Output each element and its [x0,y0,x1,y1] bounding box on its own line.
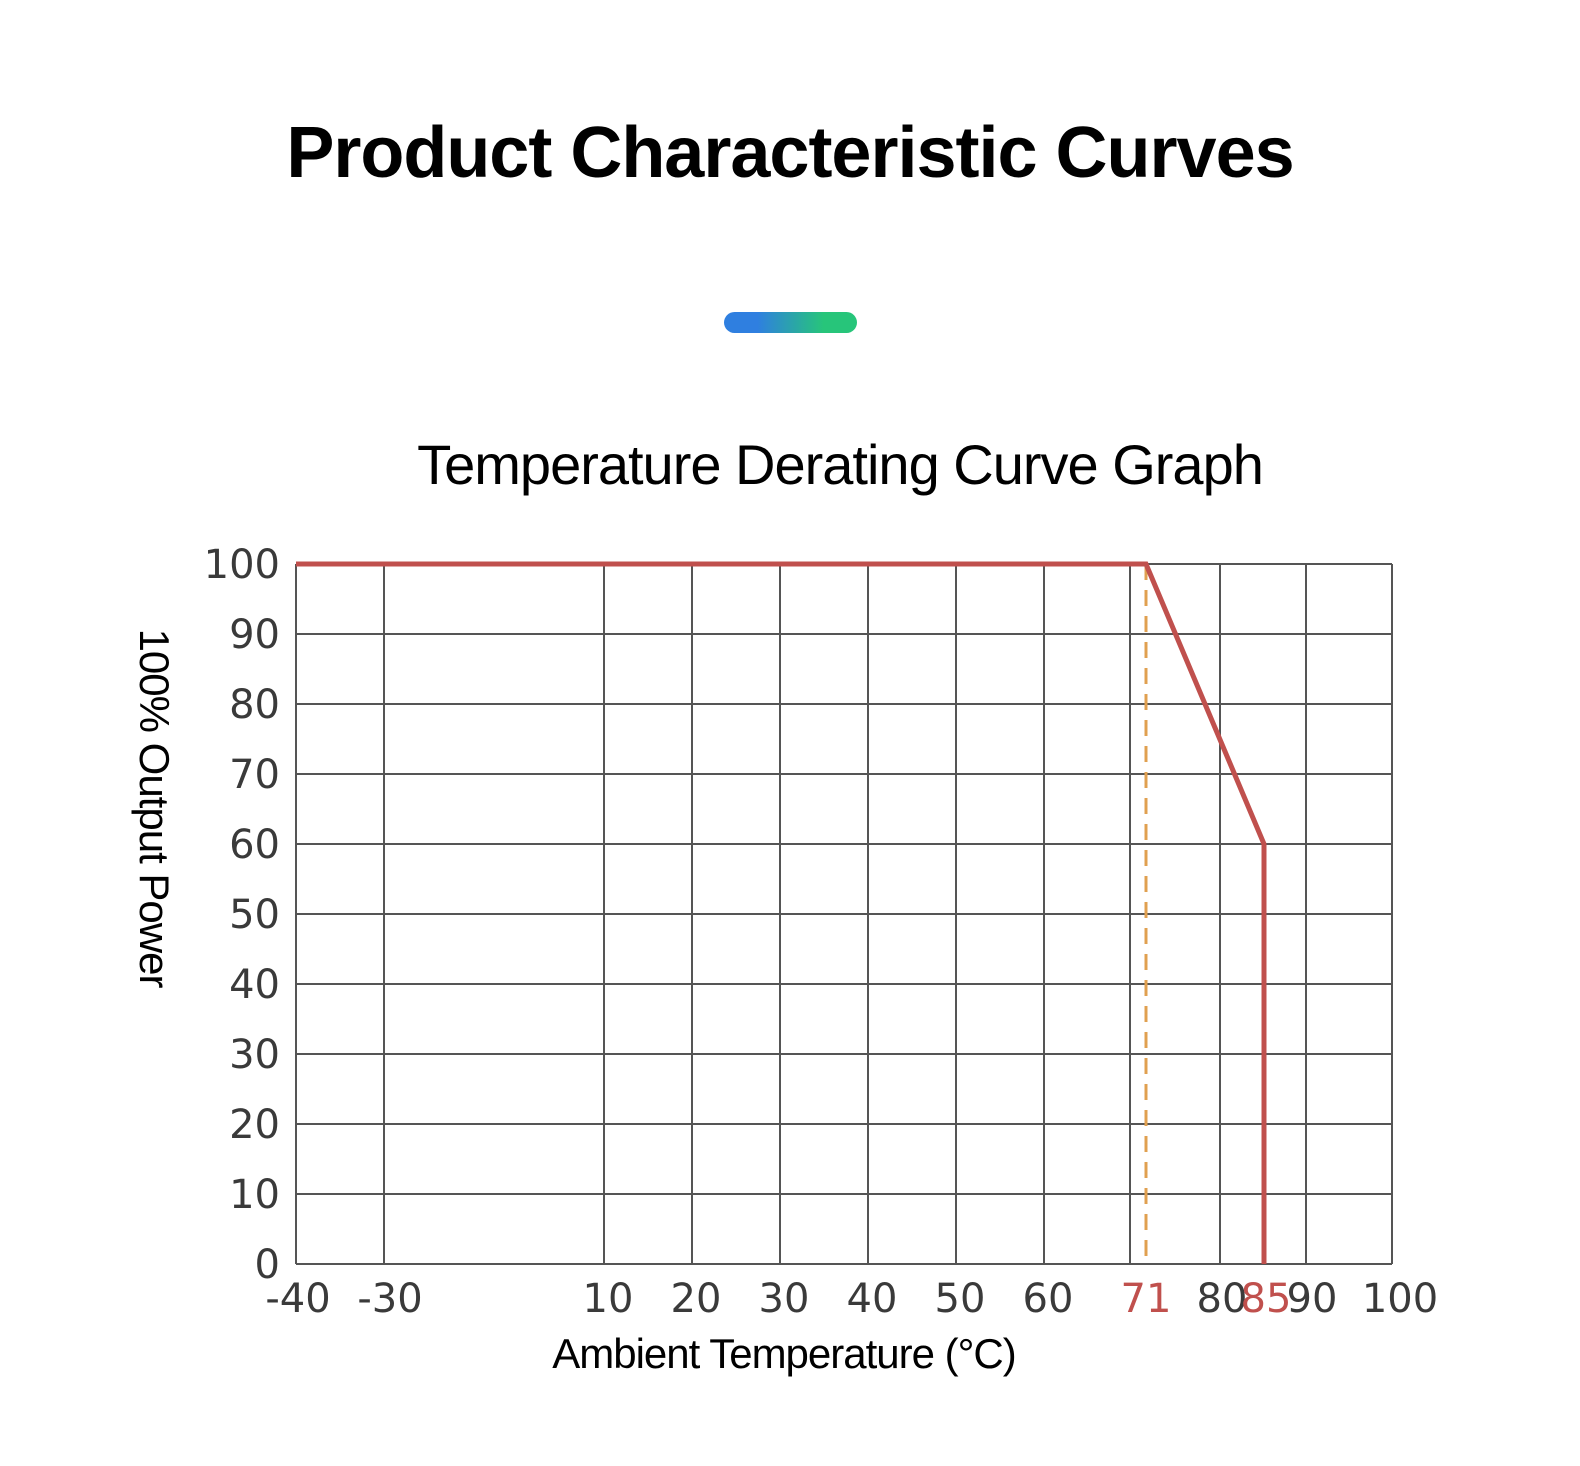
x-tick-label: 30 [759,1276,810,1322]
y-tick-label: 30 [229,1032,280,1078]
x-tick-label: -30 [357,1276,422,1322]
y-tick-label: 40 [229,962,280,1008]
x-tick-label: 40 [847,1276,898,1322]
y-axis-label: 100% Output Power [131,629,178,989]
x-tick-label: 60 [1023,1276,1074,1322]
x-tick-label: 100 [1362,1276,1438,1322]
x-tick-label: 85 [1241,1276,1292,1322]
x-tick-label: 10 [583,1276,634,1322]
y-tick-label: 0 [255,1242,280,1288]
y-tick-label: 10 [229,1172,280,1218]
y-tick-label: 90 [229,612,280,658]
x-tick-label: 90 [1287,1276,1338,1322]
series [295,561,1267,1265]
x-tick-label: 20 [671,1276,722,1322]
x-axis-label: Ambient Temperature (°C) [552,1330,1016,1377]
y-tick-label: 60 [229,822,280,868]
y-tick-label: 100 [204,542,280,588]
y-tick-label: 50 [229,892,280,938]
y-tick-label: 80 [229,682,280,728]
derating-curve [296,561,1267,1264]
y-tick-labels: 0 10 20 30 40 50 60 70 80 90 100 [204,542,280,1288]
accent-bar [724,312,857,333]
y-tick-label: 20 [229,1102,280,1148]
x-tick-label: 50 [935,1276,986,1322]
chart-title: Temperature Derating Curve Graph [417,433,1263,496]
page-heading: Product Characteristic Curves [286,113,1294,193]
grid [295,563,1393,1265]
x-tick-label: 71 [1121,1276,1172,1322]
x-tick-label: -40 [265,1276,330,1322]
y-tick-label: 70 [229,752,280,798]
x-tick-label: 80 [1197,1276,1248,1322]
